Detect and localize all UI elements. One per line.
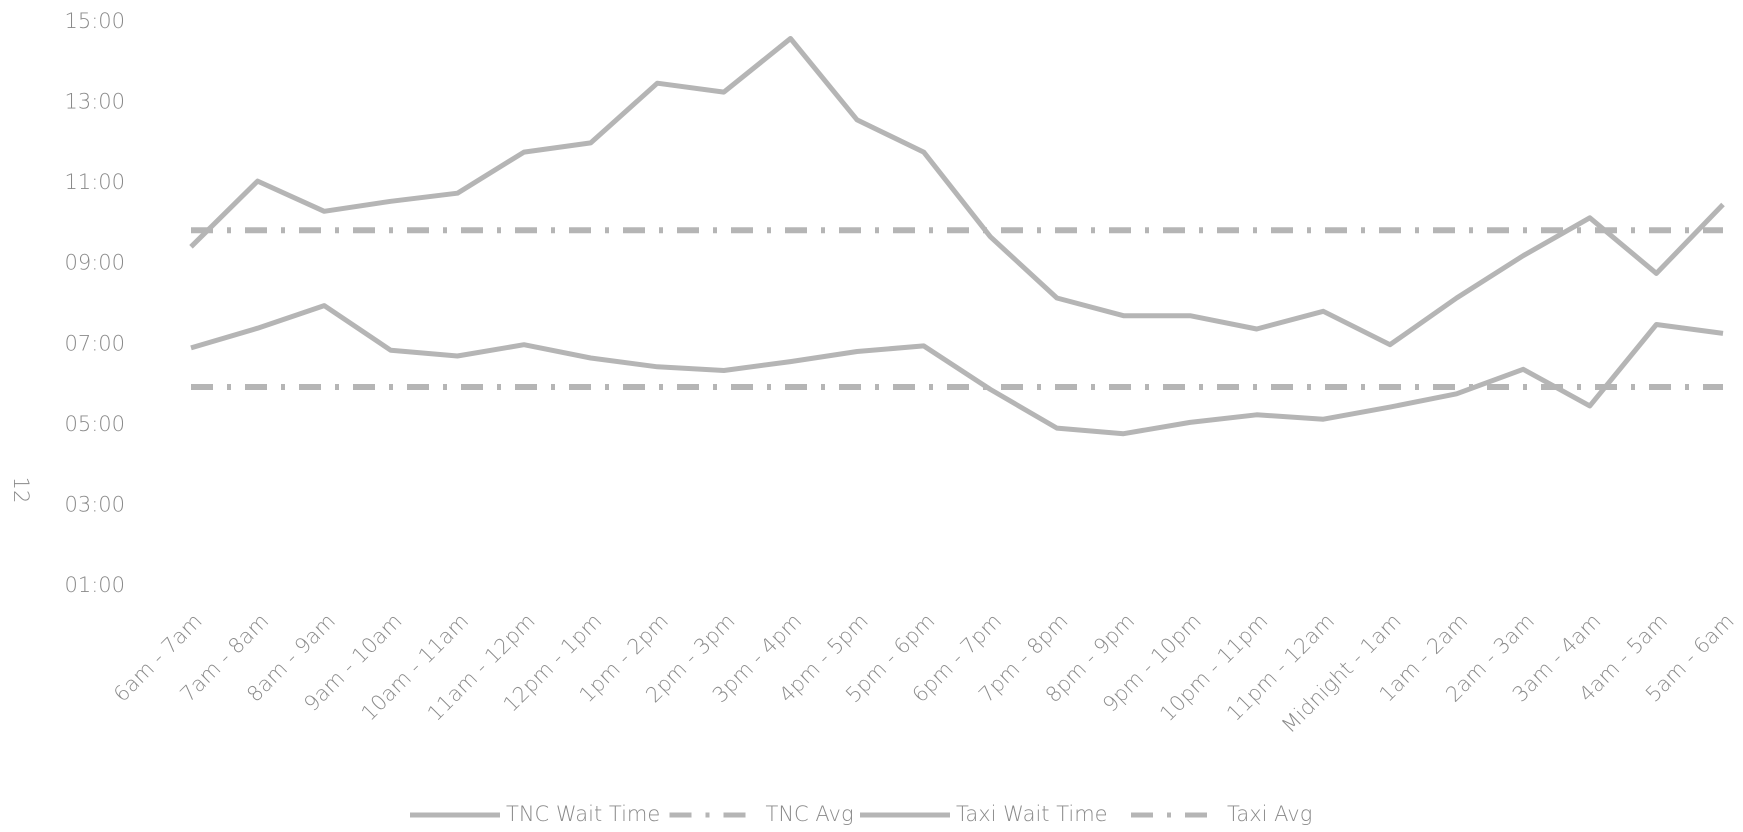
- y-tick-label: 03:00: [64, 492, 125, 516]
- y-tick-label: 09:00: [64, 251, 125, 275]
- series-line: [190, 303, 1724, 437]
- y-tick-label: 05:00: [64, 412, 125, 436]
- y-tick-label: 13:00: [64, 90, 125, 114]
- legend-label: TNC Avg: [766, 802, 854, 826]
- x-tick-label: Midnight - 1am: [1277, 609, 1406, 738]
- y-tick-label: 11:00: [64, 170, 125, 194]
- y-tick-label: 15:00: [64, 9, 125, 33]
- legend-label: TNC Wait Time: [506, 802, 660, 826]
- page-number: 12: [9, 477, 33, 504]
- legend-label: Taxi Avg: [1227, 802, 1312, 826]
- legend-label: Taxi Wait Time: [956, 802, 1108, 826]
- series-line: [189, 36, 1725, 348]
- y-tick-label: 01:00: [64, 573, 125, 597]
- y-tick-label: 07:00: [64, 331, 125, 355]
